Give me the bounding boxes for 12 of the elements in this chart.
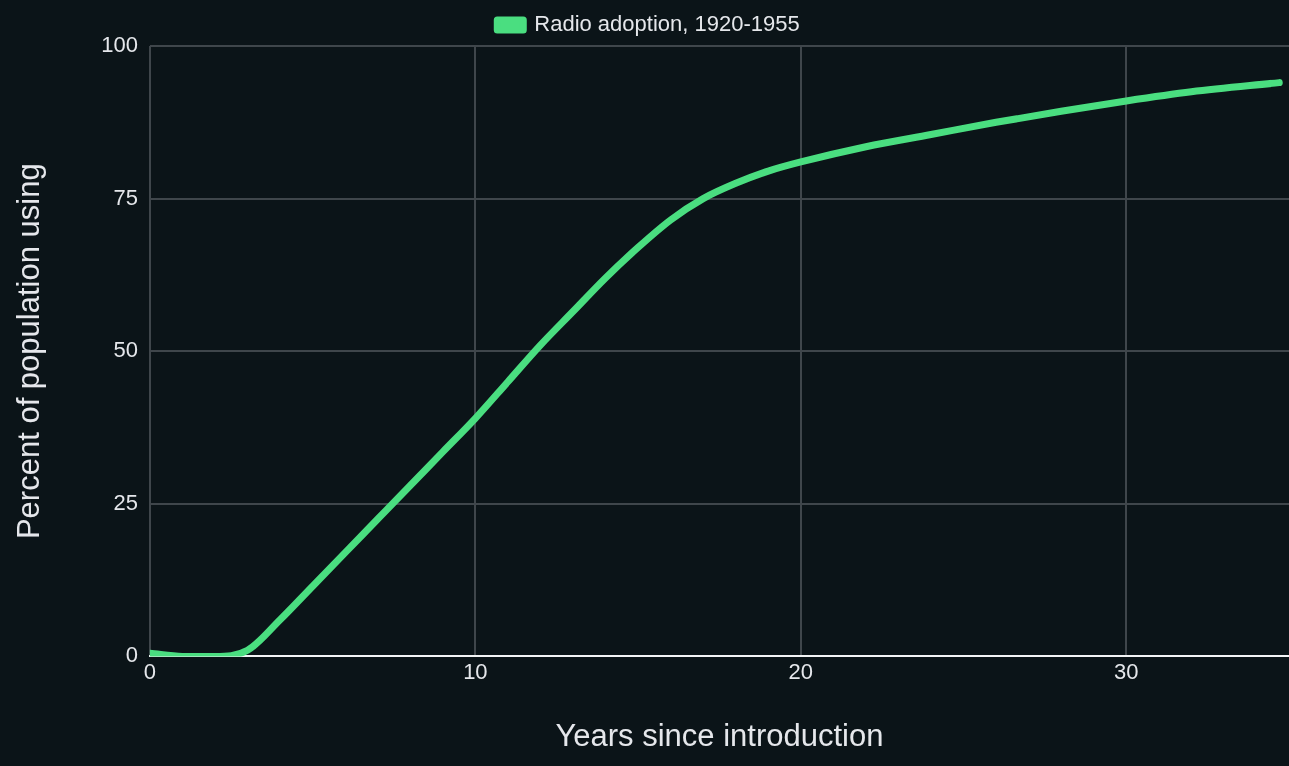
y-axis-title: Percent of population using: [11, 163, 47, 540]
y-tick-label: 25: [113, 489, 138, 515]
x-tick-label: 0: [143, 658, 157, 684]
y-tick-label: 0: [125, 642, 138, 668]
x-tick-label: 20: [788, 658, 814, 684]
x-axis-title: Years since introduction: [555, 717, 884, 753]
x-tick-label: 30: [1114, 658, 1139, 684]
x-tick-label: 10: [463, 658, 488, 684]
y-tick-label: 50: [113, 337, 138, 363]
y-tick-label: 100: [101, 32, 138, 58]
legend-label: Radio adoption, 1920-1955: [534, 11, 800, 37]
y-tick-label: 75: [113, 184, 138, 210]
